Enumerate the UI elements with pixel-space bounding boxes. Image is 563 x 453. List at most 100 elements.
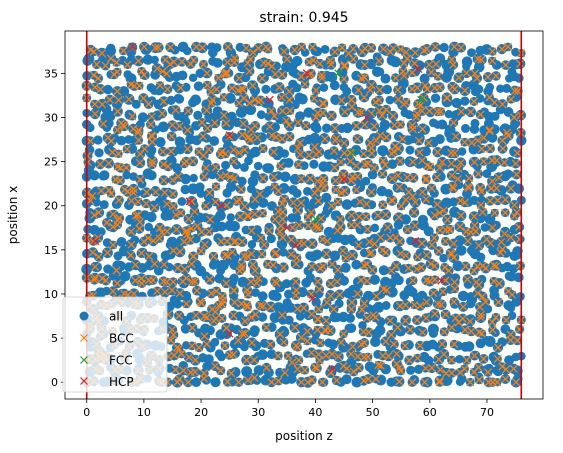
- bcc-point: [112, 58, 121, 67]
- atom-point: [480, 135, 489, 144]
- bcc-point: [313, 325, 322, 334]
- atom-point: [118, 86, 130, 97]
- atom-point: [250, 146, 261, 158]
- legend-bcc-marker: [80, 334, 88, 342]
- bcc-point: [293, 343, 302, 352]
- bcc-point: [245, 98, 254, 108]
- atom-point: [174, 136, 186, 148]
- atom-point: [264, 185, 273, 195]
- atom-point: [257, 291, 268, 302]
- bcc-point: [265, 122, 274, 131]
- bcc-point: [239, 119, 248, 128]
- legend-hcp-marker: [80, 377, 88, 385]
- bcc-point: [450, 149, 459, 158]
- bcc-point: [194, 343, 203, 352]
- bcc-point: [337, 43, 347, 52]
- atom-point: [266, 234, 276, 244]
- bcc-point: [231, 237, 240, 246]
- bcc-point: [336, 223, 345, 232]
- hcp-point: [302, 69, 311, 78]
- atom-point: [177, 197, 187, 206]
- bcc-point: [371, 374, 381, 383]
- hcp-point: [217, 201, 226, 210]
- bcc-point: [415, 341, 425, 350]
- bcc-point: [346, 148, 355, 157]
- bcc-point: [167, 132, 176, 141]
- bcc-point: [86, 196, 95, 205]
- bcc-point: [392, 349, 401, 358]
- bcc-point: [379, 44, 388, 53]
- bcc-point: [260, 240, 269, 249]
- bcc-point: [197, 298, 206, 308]
- bcc-point: [422, 314, 431, 323]
- bcc-point: [129, 188, 138, 197]
- bcc-point: [96, 160, 105, 169]
- bcc-point: [360, 338, 369, 347]
- bcc-point: [277, 93, 286, 102]
- atom-point: [229, 273, 239, 283]
- atom-point: [342, 122, 353, 134]
- bcc-point: [300, 366, 309, 375]
- bcc-point: [250, 373, 259, 382]
- bcc-point: [211, 197, 220, 207]
- bcc-point: [278, 134, 287, 143]
- bcc-point: [262, 363, 271, 372]
- bcc-point: [488, 223, 497, 232]
- atom-point: [280, 171, 291, 183]
- hcp-point: [91, 236, 100, 246]
- bcc-point: [349, 54, 358, 64]
- hcp-point: [225, 329, 234, 338]
- bcc-point: [319, 99, 328, 108]
- bcc-point: [493, 378, 502, 387]
- atom-point: [516, 292, 525, 301]
- bcc-point: [315, 285, 324, 294]
- bcc-point: [172, 225, 181, 234]
- bcc-point: [321, 326, 330, 335]
- bcc-point: [113, 125, 122, 135]
- bcc-point: [220, 341, 230, 350]
- bcc-point: [171, 365, 180, 374]
- bcc-point: [131, 260, 140, 269]
- bcc-point: [439, 350, 448, 359]
- bcc-point: [389, 44, 398, 53]
- bcc-point: [223, 237, 232, 246]
- bcc-point: [97, 49, 107, 58]
- bcc-point: [300, 80, 310, 89]
- bcc-point: [162, 277, 171, 287]
- bcc-point: [144, 234, 153, 243]
- atom-point: [390, 56, 401, 68]
- bcc-point: [396, 366, 405, 375]
- bcc-point: [306, 174, 315, 183]
- bcc-point: [329, 305, 338, 314]
- atom-point: [190, 94, 202, 106]
- atom-point: [437, 119, 448, 130]
- bcc-point: [421, 195, 431, 204]
- bcc-point: [352, 161, 361, 170]
- bcc-point: [171, 210, 180, 219]
- bcc-point: [393, 85, 402, 95]
- legend-fcc-label: FCC: [109, 354, 133, 368]
- bcc-point: [512, 208, 521, 217]
- atom-point: [212, 58, 223, 68]
- atom-point: [226, 111, 237, 122]
- atom-point: [93, 135, 103, 145]
- bcc-point: [503, 42, 513, 51]
- bcc-point: [248, 260, 257, 269]
- bcc-point: [421, 175, 430, 184]
- bcc-point: [208, 96, 217, 105]
- atom-point: [470, 118, 480, 128]
- bcc-point: [221, 171, 230, 180]
- bcc-point: [243, 212, 252, 221]
- bcc-point: [219, 111, 229, 120]
- atom-point: [203, 191, 215, 202]
- atom-point: [279, 327, 290, 338]
- bcc-point: [305, 57, 314, 67]
- atom-point: [380, 73, 391, 84]
- bcc-point: [203, 124, 212, 133]
- bcc-point: [352, 185, 361, 194]
- atom-point: [282, 298, 292, 308]
- bcc-point: [237, 264, 246, 273]
- fcc-point: [334, 69, 343, 78]
- bcc-point: [401, 98, 411, 107]
- bcc-point: [145, 252, 154, 261]
